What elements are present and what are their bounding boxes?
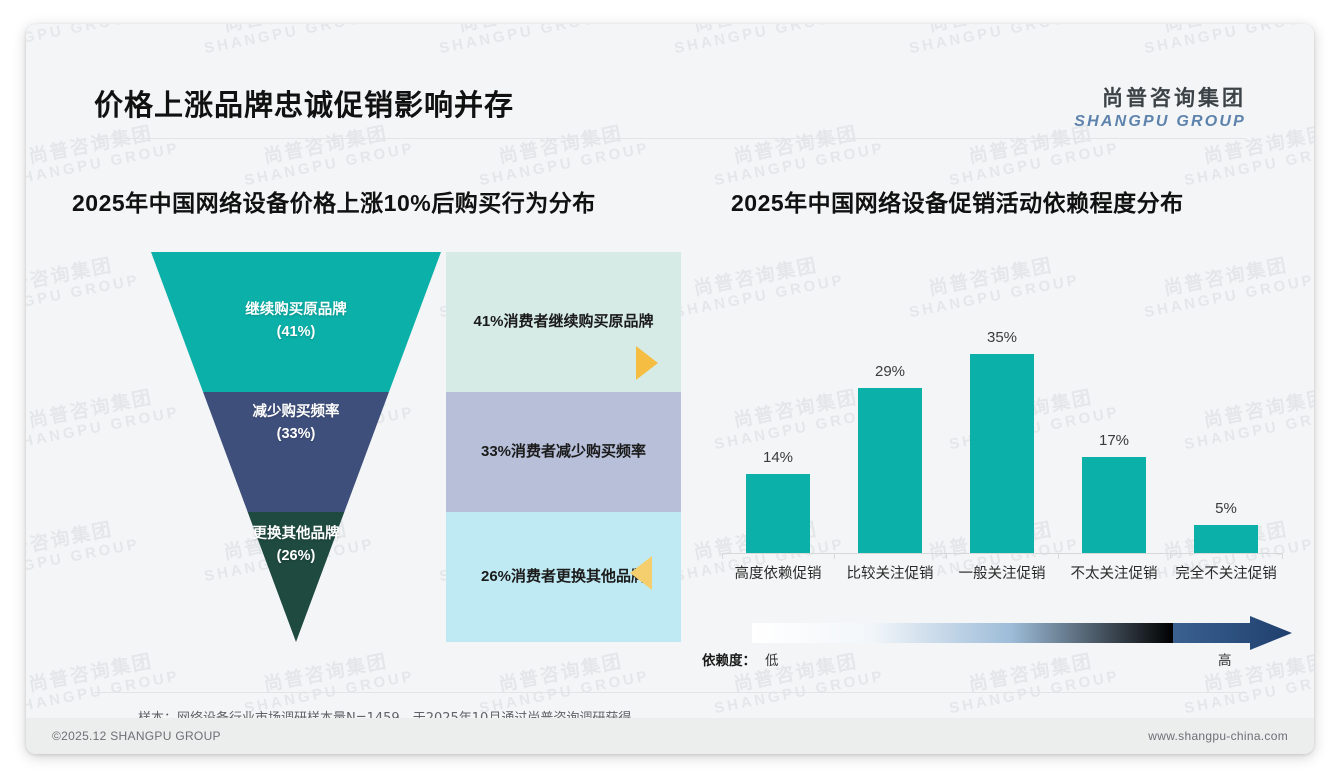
arrow-left-icon [630,556,652,590]
funnel-segment-name: 继续购买原品牌 [245,302,347,318]
bar-column[interactable]: 17% [1082,432,1146,553]
funnel-chart: 41%消费者继续购买原品牌 33%消费者减少购买频率 26%消费者更换其他品牌 继续… [101,252,681,642]
bar-plot-area: 14% 29% 35% 17% 5% [722,279,1283,559]
funnel-row: 41%消费者继续购买原品牌 [101,252,681,392]
x-axis-label: 一般关注促销 [958,566,1046,582]
logo-english-text: SHANGPU GROUP [1074,113,1246,130]
funnel-segment-value: (33%) [276,425,316,442]
bar-column[interactable]: 35% [970,329,1034,553]
gradient-arrow-icon [752,616,1292,650]
funnel-segment-value: (41%) [276,323,316,340]
header-divider [94,138,1246,139]
x-axis-label: 高度依赖促销 [734,566,822,582]
bar[interactable] [858,388,922,553]
x-axis-label: 比较关注促销 [846,566,934,582]
left-chart-title: 2025年中国网络设备价格上涨10%后购买行为分布 [72,190,596,216]
funnel-segment-label: 更换其他品牌 (26%) [176,524,416,568]
funnel-segment-name: 更换其他品牌 [252,526,340,542]
bar[interactable] [1194,524,1258,553]
brand-logo: 尚普咨询集团 SHANGPU GROUP [1074,82,1246,131]
funnel-segment-value: (26%) [276,547,316,564]
axis-tick [1058,554,1059,559]
slide-footer: ©2025.12 SHANGPU GROUP www.shangpu-china… [26,718,1314,754]
funnel-row: 33%消费者减少购买频率 [101,392,681,512]
funnel-side-text: 33%消费者减少购买频率 [480,443,647,461]
slide-header: 价格上涨品牌忠诚促销影响并存 尚普咨询集团 SHANGPU GROUP [26,24,1314,139]
arrow-right-icon [636,346,658,380]
x-axis-line [722,553,1282,554]
x-axis-labels: 高度依赖促销 比较关注促销 一般关注促销 不太关注促销 完全不关注促销 [722,562,1282,586]
funnel-segment-name: 减少购买频率 [252,404,340,420]
footnote-divider [94,692,1246,693]
legend-high-label: 高 [1218,653,1232,668]
bar-column[interactable]: 29% [858,363,922,553]
bar-value-label: 14% [762,448,794,466]
funnel-side-text: 41%消费者继续购买原品牌 [473,313,654,331]
right-chart-title: 2025年中国网络设备促销活动依赖程度分布 [731,190,1184,216]
axis-tick [946,554,947,559]
bar[interactable] [970,354,1034,553]
bar-column[interactable]: 5% [1194,500,1258,553]
legend-title: 依赖度： [702,653,756,668]
bar[interactable] [1082,456,1146,553]
funnel-segment-label: 减少购买频率 (33%) [176,402,416,446]
logo-chinese-text: 尚普咨询集团 [1102,87,1246,110]
footer-copyright: ©2025.12 SHANGPU GROUP [52,729,221,743]
funnel-segment-label: 继续购买原品牌 (41%) [176,300,416,344]
footer-website[interactable]: www.shangpu-china.com [1148,729,1288,743]
x-axis-label: 完全不关注促销 [1175,566,1277,582]
axis-tick [834,554,835,559]
funnel-side-panel: 33%消费者减少购买频率 [446,392,681,512]
bar-value-label: 29% [874,363,906,381]
axis-tick [1282,554,1283,559]
dependency-gradient-legend: 依赖度： 低 高 [702,616,1292,678]
bar-chart: 14% 29% 35% 17% 5% 高度依赖促销 比较关注促销 一般关注促销 不太关注促销 完… [716,279,1288,582]
legend-low-label: 低 [765,653,779,668]
axis-tick [722,554,723,559]
bar-value-label: 5% [1215,499,1237,517]
funnel-side-panel: 41%消费者继续购买原品牌 [446,252,681,392]
page-title: 价格上涨品牌忠诚促销影响并存 [94,90,515,122]
bar-column[interactable]: 14% [746,449,810,553]
bar[interactable] [746,473,810,553]
x-axis-label: 不太关注促销 [1070,566,1158,582]
funnel-side-text: 26%消费者更换其他品牌 [480,568,647,586]
axis-tick [1170,554,1171,559]
bar-value-label: 17% [1098,431,1130,449]
bar-value-label: 35% [986,329,1018,347]
